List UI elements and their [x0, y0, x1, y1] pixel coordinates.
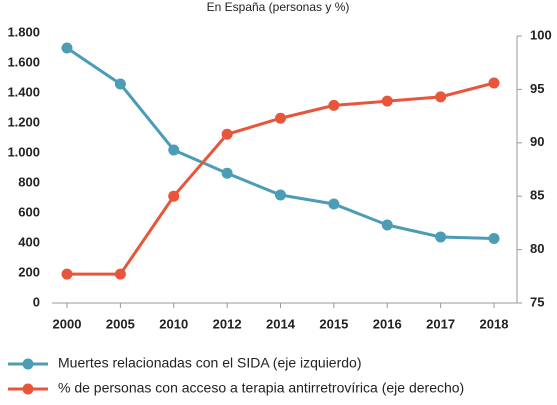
- x-tick-label: 2000: [53, 316, 82, 331]
- data-point: [114, 78, 126, 90]
- y2-tick-label: 95: [530, 81, 544, 96]
- data-point: [114, 268, 126, 280]
- data-point: [435, 91, 447, 103]
- y2-tick-label: 80: [530, 241, 544, 256]
- y-tick-label: 600: [18, 204, 40, 219]
- x-tick-label: 2014: [266, 316, 296, 331]
- y2-tick-label: 90: [530, 134, 544, 149]
- legend-swatch-dot: [22, 358, 34, 370]
- data-point: [488, 233, 500, 244]
- y-tick-label: 0: [33, 294, 40, 309]
- data-point: [488, 77, 500, 89]
- data-point: [435, 231, 447, 243]
- y-tick-label: 1.200: [7, 114, 40, 129]
- data-point: [275, 112, 286, 124]
- data-point: [221, 128, 233, 140]
- legend-label: % de personas con acceso a terapia antir…: [58, 380, 464, 396]
- chart-title: En España (personas y %): [207, 0, 350, 14]
- data-point: [221, 167, 233, 179]
- y-tick-label: 800: [18, 174, 40, 189]
- y-tick-label: 1.400: [7, 84, 40, 99]
- y-tick-label: 1.000: [7, 144, 40, 159]
- legend-swatch-dot: [22, 383, 34, 395]
- series-line: [66, 46, 495, 240]
- data-point: [275, 189, 286, 201]
- y2-tick-label: 85: [530, 188, 544, 203]
- data-point: [328, 198, 340, 210]
- x-tick-label: 2018: [480, 316, 509, 331]
- y-tick-label: 200: [18, 264, 40, 279]
- y2-tick-label: 100: [530, 27, 552, 42]
- y-tick-label: 1.600: [7, 54, 40, 69]
- data-point: [381, 219, 393, 231]
- data-point: [61, 268, 73, 280]
- y-tick-label: 1.800: [7, 24, 40, 39]
- x-tick-label: 2016: [373, 316, 402, 331]
- y-tick-label: 400: [18, 234, 40, 249]
- legend-label: Muertes relacionadas con el SIDA (eje iz…: [58, 355, 362, 371]
- data-point: [61, 42, 73, 54]
- x-tick-label: 2017: [426, 316, 455, 331]
- y2-tick-label: 75: [530, 294, 544, 309]
- series-line: [67, 81, 495, 276]
- x-tick-label: 2015: [319, 316, 348, 331]
- x-tick-label: 2010: [159, 316, 188, 331]
- x-tick-label: 2012: [213, 316, 242, 331]
- data-point: [168, 144, 180, 156]
- x-tick-label: 2005: [106, 316, 135, 331]
- data-point: [168, 190, 180, 202]
- data-point: [381, 95, 393, 107]
- data-point: [328, 99, 340, 111]
